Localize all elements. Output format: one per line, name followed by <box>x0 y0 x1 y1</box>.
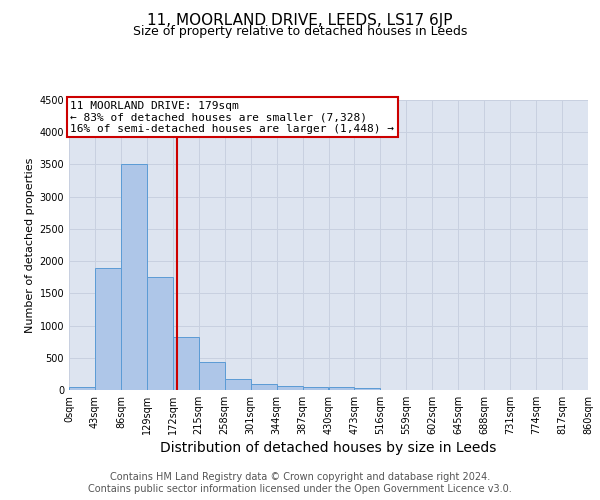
Bar <box>302 387 329 390</box>
Bar <box>121 164 147 390</box>
Bar <box>329 388 355 390</box>
Text: Contains HM Land Registry data © Crown copyright and database right 2024.: Contains HM Land Registry data © Crown c… <box>110 472 490 482</box>
Text: 11 MOORLAND DRIVE: 179sqm
← 83% of detached houses are smaller (7,328)
16% of se: 11 MOORLAND DRIVE: 179sqm ← 83% of detac… <box>70 100 394 134</box>
Bar <box>173 336 199 390</box>
Bar <box>277 386 302 390</box>
Bar <box>224 378 251 390</box>
Y-axis label: Number of detached properties: Number of detached properties <box>25 158 35 332</box>
Bar <box>147 277 173 390</box>
Bar <box>355 388 380 390</box>
Text: 11, MOORLAND DRIVE, LEEDS, LS17 6JP: 11, MOORLAND DRIVE, LEEDS, LS17 6JP <box>147 12 453 28</box>
Bar <box>251 384 277 390</box>
Text: Contains public sector information licensed under the Open Government Licence v3: Contains public sector information licen… <box>88 484 512 494</box>
Bar <box>95 268 121 390</box>
X-axis label: Distribution of detached houses by size in Leeds: Distribution of detached houses by size … <box>160 441 497 455</box>
Text: Size of property relative to detached houses in Leeds: Size of property relative to detached ho… <box>133 25 467 38</box>
Bar <box>69 387 95 390</box>
Bar <box>199 362 224 390</box>
